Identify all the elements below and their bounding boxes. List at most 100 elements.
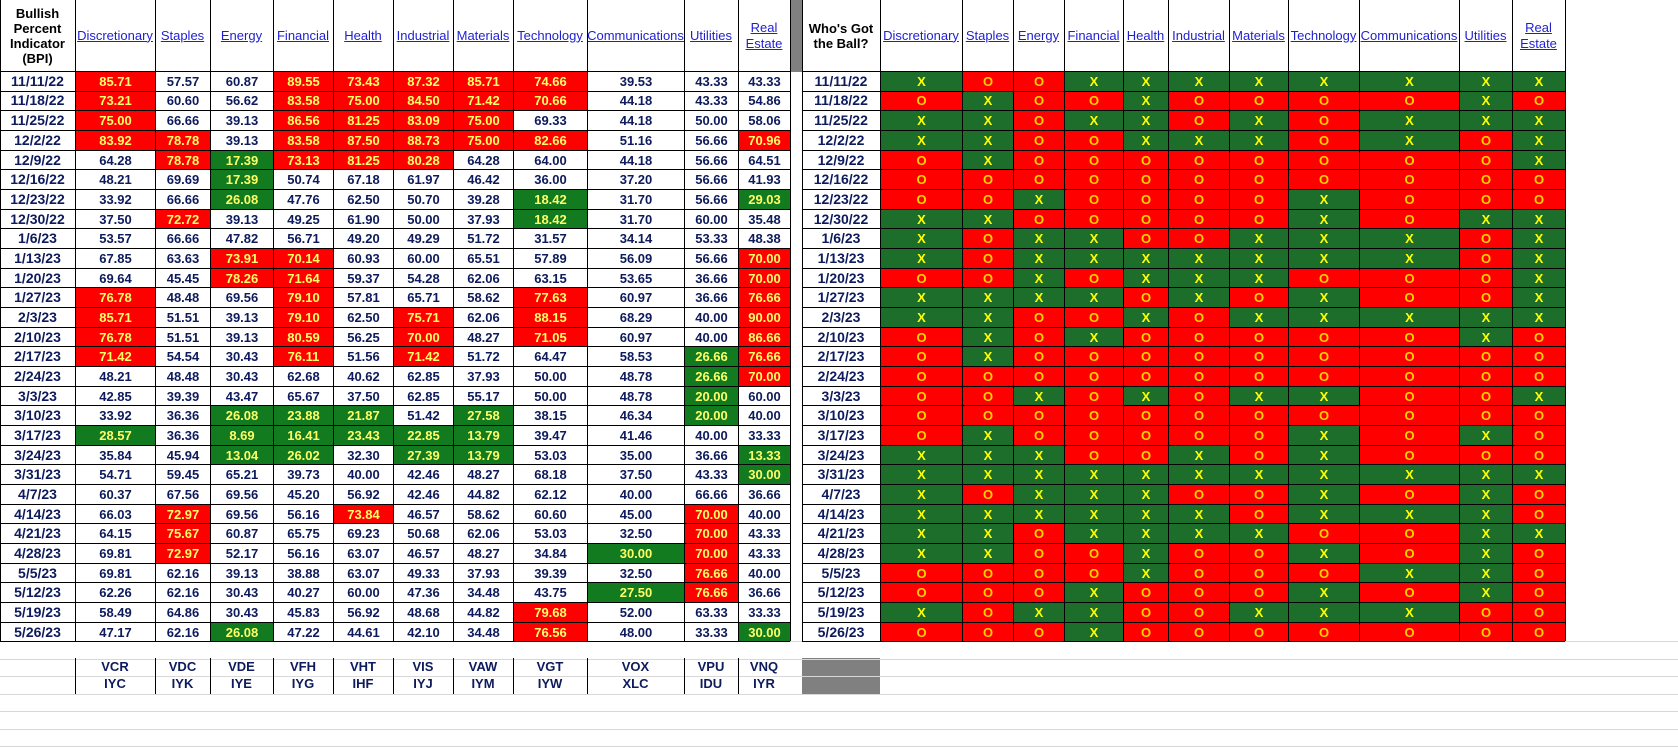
ball-mark-o[interactable]: O	[1289, 111, 1359, 130]
bpi-cell[interactable]: 57.89	[534, 250, 567, 266]
ball-mark-o[interactable]: O	[1230, 563, 1288, 583]
ball-mark-o[interactable]: O	[1014, 209, 1064, 229]
bpi-cell[interactable]: 49.33	[407, 565, 440, 581]
bpi-cell[interactable]: 31.57	[534, 231, 567, 247]
ball-mark-o[interactable]: O	[1065, 268, 1123, 288]
bpi-cell[interactable]: 71.05	[514, 327, 587, 347]
bpi-cell[interactable]: 31.70	[619, 211, 653, 227]
ball-header-staples[interactable]: Staples	[965, 27, 1010, 43]
ball-mark-o[interactable]: O	[1169, 229, 1229, 249]
bpi-cell[interactable]: 34.84	[534, 545, 567, 561]
ball-mark-o[interactable]: O	[1360, 544, 1459, 563]
bpi-cell[interactable]: 21.87	[334, 406, 393, 426]
bpi-cell[interactable]: 32.30	[347, 447, 380, 463]
bpi-cell[interactable]: 49.25	[287, 211, 320, 227]
ball-mark-x[interactable]: X	[1460, 72, 1512, 91]
ball-mark-x[interactable]: X	[1513, 524, 1565, 544]
bpi-cell[interactable]: 23.43	[334, 426, 393, 445]
ball-mark-o[interactable]: O	[1230, 190, 1288, 209]
ball-mark-o[interactable]: O	[1513, 544, 1565, 563]
bpi-cell[interactable]: 40.00	[748, 565, 781, 581]
bpi-cell[interactable]: 47.76	[287, 191, 320, 207]
bpi-cell[interactable]: 60.97	[619, 329, 653, 345]
ball-mark-o[interactable]: O	[1289, 327, 1359, 347]
bpi-cell[interactable]: 89.55	[274, 72, 333, 91]
bpi-cell[interactable]: 62.16	[166, 585, 200, 601]
bpi-cell[interactable]: 60.87	[225, 73, 259, 89]
bpi-cell[interactable]: 47.82	[225, 231, 259, 247]
bpi-cell[interactable]: 54.71	[99, 467, 132, 483]
bpi-cell[interactable]: 62.16	[166, 565, 200, 581]
bpi-cell[interactable]: 48.27	[467, 545, 500, 561]
bpi-cell[interactable]: 33.33	[748, 427, 781, 443]
bpi-cell[interactable]: 69.81	[99, 565, 132, 581]
ball-mark-x[interactable]: X	[881, 504, 962, 524]
bpi-cell[interactable]: 60.00	[347, 585, 380, 601]
ball-mark-o[interactable]: O	[963, 249, 1013, 268]
bpi-cell[interactable]: 35.84	[99, 447, 132, 463]
bpi-cell[interactable]: 36.66	[748, 486, 781, 502]
bpi-cell[interactable]: 35.00	[619, 447, 653, 463]
bpi-cell[interactable]: 63.15	[534, 270, 567, 286]
ball-mark-x[interactable]: X	[1513, 72, 1565, 91]
ball-mark-o[interactable]: O	[1289, 268, 1359, 288]
bpi-cell[interactable]: 30.43	[225, 585, 259, 601]
ball-mark-o[interactable]: O	[1124, 150, 1168, 170]
ball-mark-x[interactable]: X	[963, 308, 1013, 327]
bpi-cell[interactable]: 39.28	[467, 191, 500, 207]
ball-mark-x[interactable]: X	[1460, 524, 1512, 544]
bpi-cell[interactable]: 78.26	[211, 268, 273, 288]
ball-mark-x[interactable]: X	[1014, 504, 1064, 524]
ball-mark-x[interactable]: X	[1289, 308, 1359, 327]
bpi-cell[interactable]: 43.75	[534, 585, 567, 601]
ball-mark-x[interactable]: X	[1014, 229, 1064, 249]
bpi-cell[interactable]: 60.00	[748, 388, 781, 404]
bpi-cell[interactable]: 48.78	[619, 388, 653, 404]
bpi-cell[interactable]: 13.79	[454, 426, 513, 445]
ball-mark-o[interactable]: O	[1124, 209, 1168, 229]
ball-mark-o[interactable]: O	[1460, 150, 1512, 170]
ball-mark-o[interactable]: O	[1065, 367, 1123, 386]
bpi-cell[interactable]: 86.66	[739, 327, 790, 347]
ball-mark-o[interactable]: O	[1014, 622, 1064, 642]
ball-mark-x[interactable]: X	[1513, 229, 1565, 249]
ball-mark-x[interactable]: X	[1230, 72, 1288, 91]
bpi-cell[interactable]: 50.00	[407, 211, 440, 227]
bpi-cell[interactable]: 75.00	[334, 91, 393, 111]
bpi-cell[interactable]: 77.63	[514, 288, 587, 308]
ball-mark-o[interactable]: O	[881, 622, 962, 642]
bpi-cell[interactable]: 49.29	[407, 231, 440, 247]
bpi-cell[interactable]: 70.96	[739, 131, 790, 150]
ball-mark-o[interactable]: O	[1169, 91, 1229, 111]
ball-header-energy[interactable]: Energy	[1017, 27, 1060, 43]
bpi-cell[interactable]: 50.00	[534, 388, 567, 404]
ball-mark-x[interactable]: X	[1014, 603, 1064, 622]
bpi-cell[interactable]: 67.18	[347, 172, 380, 188]
bpi-cell[interactable]: 64.51	[748, 152, 781, 168]
ball-mark-x[interactable]: X	[1230, 308, 1288, 327]
bpi-cell[interactable]: 64.15	[99, 526, 132, 542]
ball-mark-x[interactable]: X	[963, 426, 1013, 445]
bpi-cell[interactable]: 40.00	[695, 329, 728, 345]
ball-mark-x[interactable]: X	[881, 111, 962, 130]
bpi-cell[interactable]: 38.88	[287, 565, 320, 581]
bpi-cell[interactable]: 69.69	[166, 172, 200, 188]
bpi-cell[interactable]: 73.21	[76, 91, 155, 111]
ball-mark-o[interactable]: O	[1124, 622, 1168, 642]
bpi-cell[interactable]: 64.47	[534, 349, 567, 365]
ball-mark-o[interactable]: O	[1169, 367, 1229, 386]
bpi-cell[interactable]: 85.71	[76, 308, 155, 327]
bpi-cell[interactable]: 58.62	[467, 506, 500, 522]
bpi-cell[interactable]: 50.74	[287, 172, 320, 188]
ball-mark-x[interactable]: X	[963, 544, 1013, 563]
ball-mark-o[interactable]: O	[881, 583, 962, 603]
bpi-cell[interactable]: 71.42	[454, 91, 513, 111]
ball-mark-o[interactable]: O	[1014, 170, 1064, 189]
bpi-cell[interactable]: 56.66	[695, 172, 728, 188]
ball-header-technology[interactable]: Technology	[1290, 27, 1357, 43]
ball-mark-o[interactable]: O	[1289, 131, 1359, 150]
bpi-cell[interactable]: 30.43	[225, 604, 259, 620]
bpi-cell[interactable]: 69.33	[534, 113, 567, 129]
ball-mark-o[interactable]: O	[1289, 347, 1359, 367]
bpi-cell[interactable]: 36.66	[695, 270, 728, 286]
